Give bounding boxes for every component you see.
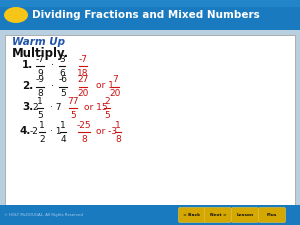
FancyBboxPatch shape <box>178 207 206 223</box>
FancyBboxPatch shape <box>259 207 286 223</box>
Text: 9: 9 <box>37 68 43 77</box>
Text: 5: 5 <box>37 110 43 119</box>
Text: 5: 5 <box>70 110 76 119</box>
FancyBboxPatch shape <box>0 0 300 30</box>
FancyBboxPatch shape <box>5 35 295 205</box>
Text: 1: 1 <box>115 121 121 130</box>
Text: 27: 27 <box>77 76 89 85</box>
Text: -6: -6 <box>58 76 68 85</box>
Text: 20: 20 <box>109 90 121 99</box>
Text: < Back: < Back <box>183 213 201 217</box>
Text: -2: -2 <box>30 126 39 135</box>
Text: 5: 5 <box>60 90 66 99</box>
Text: 1: 1 <box>60 121 66 130</box>
Text: 4.: 4. <box>20 126 32 136</box>
Text: 6: 6 <box>59 68 65 77</box>
FancyBboxPatch shape <box>0 0 300 7</box>
Text: Dividing Fractions and Mixed Numbers: Dividing Fractions and Mixed Numbers <box>32 10 260 20</box>
Text: 2: 2 <box>32 103 38 112</box>
FancyBboxPatch shape <box>0 205 300 225</box>
Text: 1: 1 <box>39 121 45 130</box>
Text: ·: · <box>50 60 53 70</box>
Text: -9: -9 <box>35 76 44 85</box>
Text: -7: -7 <box>35 54 44 63</box>
Text: 8: 8 <box>81 135 87 144</box>
Text: 2: 2 <box>104 97 110 106</box>
Text: 18: 18 <box>77 68 89 77</box>
Text: © HOLT McDOUGAL. All Rights Reserved: © HOLT McDOUGAL. All Rights Reserved <box>4 213 83 217</box>
Text: 7: 7 <box>112 76 118 85</box>
Text: 1.: 1. <box>22 60 33 70</box>
Text: ·: · <box>50 81 53 91</box>
Text: -7: -7 <box>79 54 88 63</box>
Text: Multiply.: Multiply. <box>12 47 69 59</box>
Text: or 1: or 1 <box>96 81 114 90</box>
Text: Next >: Next > <box>210 213 226 217</box>
Text: -25: -25 <box>77 121 91 130</box>
Text: or 15: or 15 <box>84 103 108 112</box>
Text: · 7: · 7 <box>50 103 61 112</box>
FancyBboxPatch shape <box>232 207 259 223</box>
Text: 5: 5 <box>104 110 110 119</box>
Text: or -3: or -3 <box>96 126 117 135</box>
Text: 77: 77 <box>67 97 79 106</box>
Text: 2.: 2. <box>22 81 33 91</box>
Text: Plus: Plus <box>267 213 277 217</box>
Text: 8: 8 <box>37 90 43 99</box>
Ellipse shape <box>4 7 28 23</box>
Text: 3: 3 <box>59 54 65 63</box>
Text: Lesson: Lesson <box>236 213 254 217</box>
Text: 2: 2 <box>39 135 45 144</box>
Text: 8: 8 <box>115 135 121 144</box>
Text: 20: 20 <box>77 90 89 99</box>
Text: · 1: · 1 <box>50 126 61 135</box>
Text: 3.: 3. <box>22 102 33 112</box>
Text: Warm Up: Warm Up <box>12 37 65 47</box>
Text: 4: 4 <box>60 135 66 144</box>
FancyBboxPatch shape <box>205 207 232 223</box>
Text: 1: 1 <box>37 97 43 106</box>
